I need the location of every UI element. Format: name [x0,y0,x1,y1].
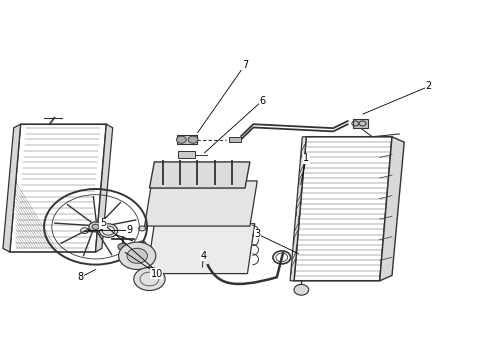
Circle shape [118,243,128,251]
Circle shape [139,226,146,231]
Text: 8: 8 [78,272,84,282]
Bar [229,137,241,142]
Polygon shape [96,124,113,252]
Text: 5: 5 [100,218,106,228]
Polygon shape [149,162,250,188]
Circle shape [134,267,165,291]
Circle shape [127,248,147,263]
Polygon shape [10,124,106,252]
Text: 10: 10 [151,269,163,279]
Circle shape [138,241,146,247]
Circle shape [89,222,102,232]
Polygon shape [3,124,21,252]
Circle shape [188,136,198,143]
Polygon shape [145,181,257,226]
Polygon shape [290,137,306,281]
Text: 9: 9 [127,225,133,235]
Text: 2: 2 [426,81,432,91]
Bar [353,119,368,128]
Text: 6: 6 [259,96,265,106]
Polygon shape [147,224,255,274]
Circle shape [99,224,118,237]
Text: 3: 3 [254,229,260,239]
Polygon shape [380,137,404,281]
Text: 7: 7 [242,60,248,70]
Circle shape [294,284,309,295]
Polygon shape [294,137,392,281]
Circle shape [119,242,156,269]
Bar [177,135,197,144]
Bar [178,151,195,158]
Text: 1: 1 [303,153,309,163]
Text: 4: 4 [200,251,206,261]
Circle shape [176,136,186,143]
Circle shape [92,224,99,229]
